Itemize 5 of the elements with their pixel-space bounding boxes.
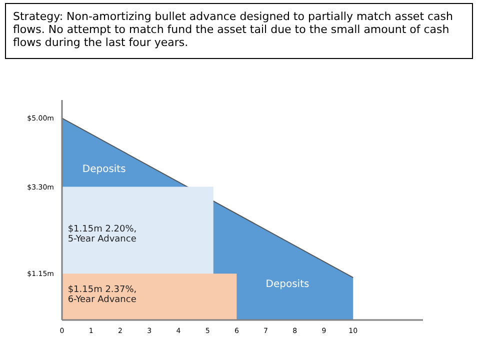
annotation: $1.15m 2.37%, 6-Year Advance [68, 285, 137, 306]
chart-title: Strategy: Non-amortizing bullet advance designed to partially match asset cash flows. No attempt to match fund the asset tail due to the small amount of cash flows during the last four years. [5, 3, 473, 59]
annotation: $1.15m 2.20%, 5-Year Advance [68, 224, 137, 245]
annotation: Deposits [266, 279, 310, 290]
annotation: Deposits [82, 164, 126, 176]
